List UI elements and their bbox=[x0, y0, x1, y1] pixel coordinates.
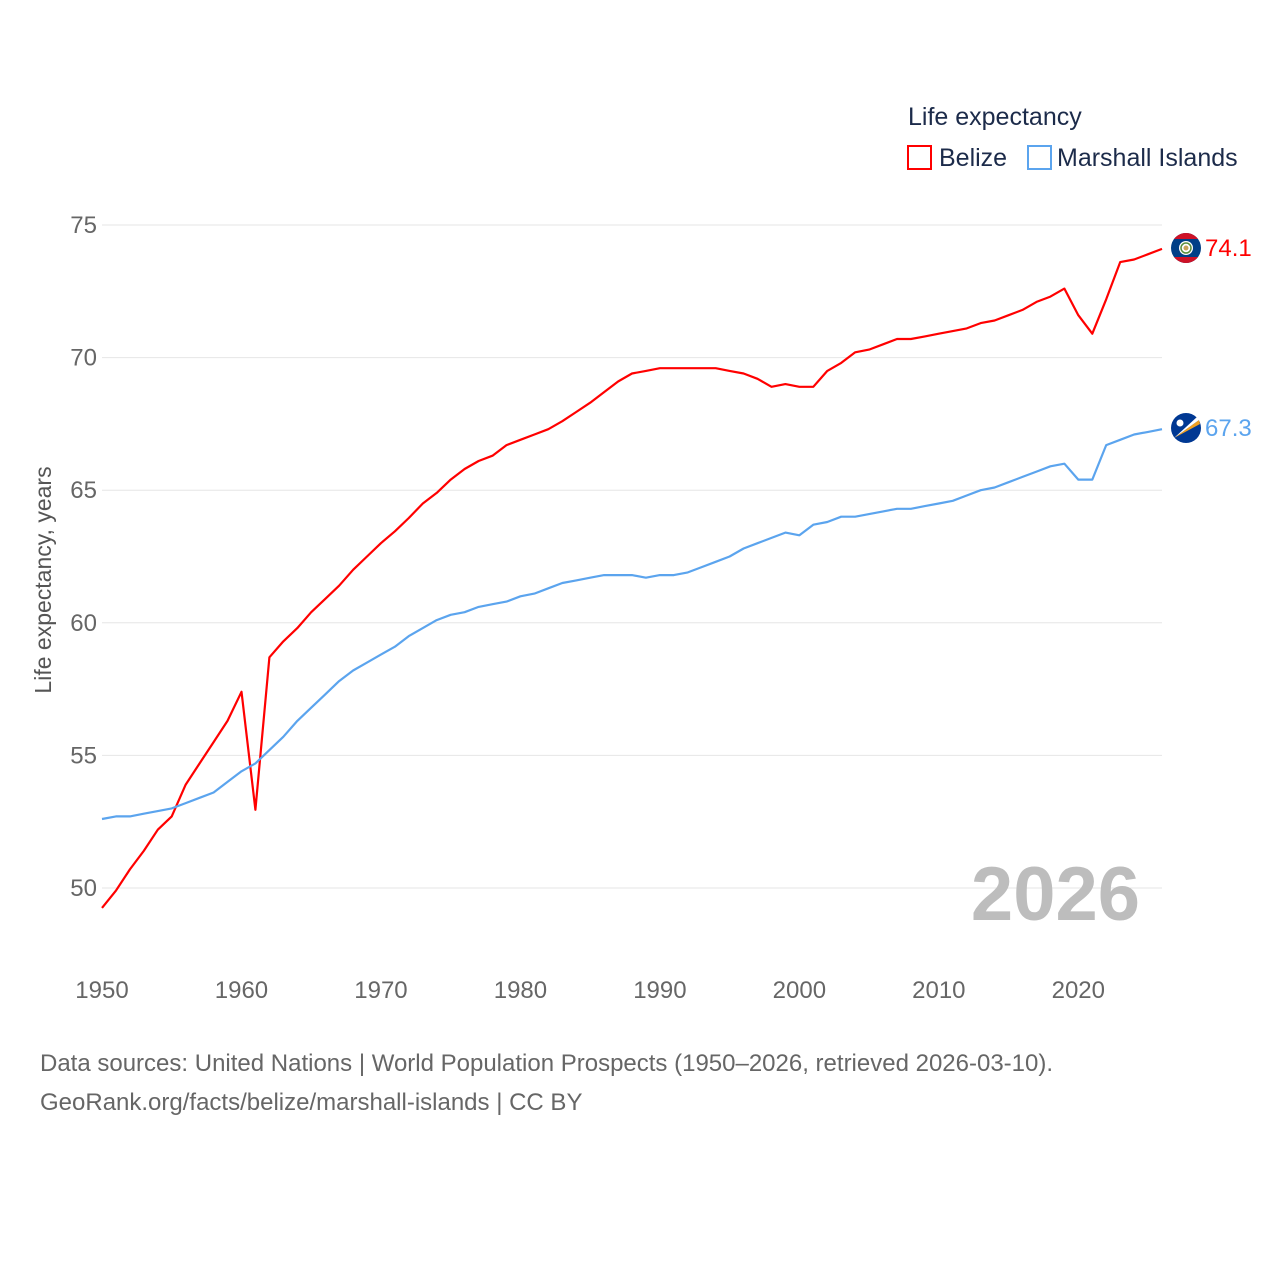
x-tick-label: 1960 bbox=[215, 977, 268, 1004]
y-tick-label: 70 bbox=[70, 345, 97, 372]
current-year-label: 2026 bbox=[971, 852, 1140, 937]
legend: Life expectancy Belize Marshall Islands bbox=[907, 103, 1238, 172]
y-axis-label: Life expectancy, years bbox=[30, 466, 56, 693]
belize-flag-icon bbox=[1171, 233, 1201, 263]
series-line-belize[interactable] bbox=[101, 247, 1163, 909]
series-line-marshall-islands[interactable] bbox=[101, 428, 1163, 821]
legend-label-belize[interactable]: Belize bbox=[939, 144, 1007, 172]
legend-swatch-marshall-islands[interactable] bbox=[1027, 145, 1052, 170]
x-tick-label: 2020 bbox=[1052, 977, 1105, 1004]
legend-title: Life expectancy bbox=[908, 103, 1082, 131]
x-axis-ticks: 1950 1960 1970 1980 1990 2000 2010 2020 bbox=[75, 977, 1105, 1004]
x-tick-label: 2000 bbox=[773, 977, 826, 1004]
x-tick-label: 1980 bbox=[494, 977, 547, 1004]
source-note: Data sources: United Nations | World Pop… bbox=[40, 1044, 1053, 1122]
legend-label-marshall-islands[interactable]: Marshall Islands bbox=[1057, 144, 1238, 172]
source-line-1: Data sources: United Nations | World Pop… bbox=[40, 1050, 1054, 1077]
source-line-2[interactable]: GeoRank.org/facts/belize/marshall-island… bbox=[40, 1089, 583, 1116]
y-tick-label: 65 bbox=[70, 477, 97, 504]
series-lines bbox=[101, 247, 1163, 909]
x-tick-label: 2010 bbox=[912, 977, 965, 1004]
x-tick-label: 1970 bbox=[354, 977, 407, 1004]
y-tick-label: 60 bbox=[70, 610, 97, 637]
legend-swatch-belize[interactable] bbox=[907, 145, 932, 170]
y-tick-label: 50 bbox=[70, 875, 97, 902]
y-tick-label: 75 bbox=[70, 212, 97, 239]
marshall-islands-flag-icon bbox=[1171, 413, 1201, 443]
y-axis-ticks: 50 55 60 65 70 75 bbox=[70, 212, 97, 902]
y-tick-label: 55 bbox=[70, 742, 97, 769]
gridlines bbox=[102, 224, 1162, 889]
x-tick-label: 1950 bbox=[75, 977, 128, 1004]
end-label-marshall-islands: 67.3 bbox=[1205, 415, 1252, 442]
end-label-belize: 74.1 bbox=[1205, 235, 1252, 262]
x-tick-label: 1990 bbox=[633, 977, 686, 1004]
